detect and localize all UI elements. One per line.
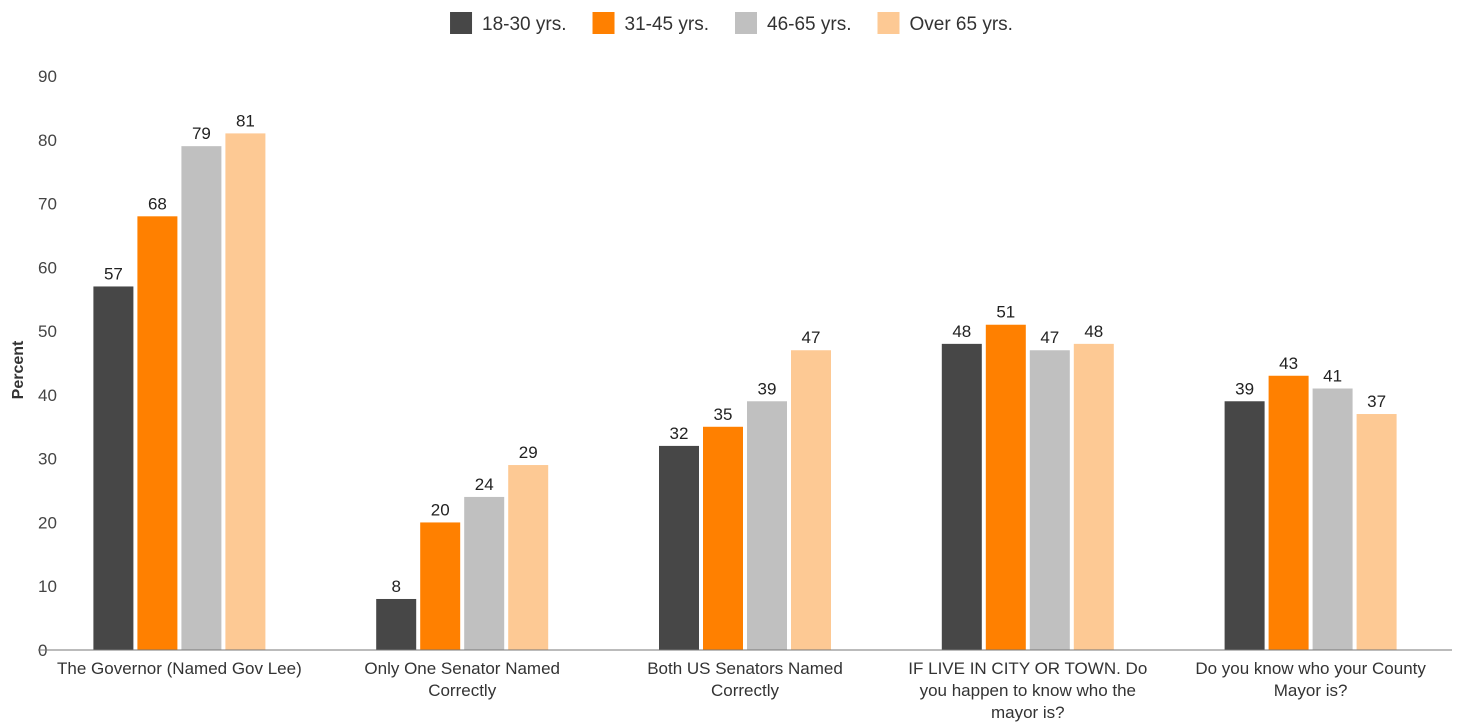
legend-item: Over 65 yrs. [877, 12, 1013, 35]
bar [464, 496, 505, 650]
data-label: 37 [1367, 392, 1386, 411]
legend-item: 31-45 yrs. [592, 12, 709, 35]
bar [941, 343, 982, 650]
bar [1268, 375, 1309, 650]
bar [703, 426, 743, 650]
y-tick-label: 90 [38, 67, 57, 86]
legend-label: 46-65 yrs. [767, 14, 851, 35]
y-tick-label: 50 [38, 322, 57, 341]
legend-swatch [877, 12, 900, 34]
x-tick-label: The Governor (Named Gov Lee) [57, 659, 302, 678]
y-tick-label: 10 [38, 577, 57, 596]
legend-swatch [592, 12, 615, 34]
y-tick-label: 40 [38, 386, 57, 405]
y-tick-label: 30 [38, 450, 57, 469]
bar [508, 465, 549, 650]
x-tick-label: Do you know who your County Mayor is? [1195, 659, 1426, 700]
bars [93, 133, 1397, 651]
bar [1073, 343, 1114, 650]
data-label: 24 [475, 475, 494, 494]
legend-item: 46-65 yrs. [735, 12, 851, 35]
y-axis-title: Percent [10, 340, 27, 399]
data-label: 47 [802, 328, 821, 347]
bar [93, 286, 134, 650]
bar [181, 146, 222, 650]
data-label: 43 [1279, 354, 1298, 373]
bar [985, 324, 1026, 650]
data-labels: 57 68 79 81 8 20 24 29 32 35 39 47 48 51 47 48 39 43 41 37 [104, 111, 1386, 596]
bar [659, 445, 699, 650]
bar [1312, 388, 1353, 650]
data-label: 79 [192, 124, 211, 143]
legend: 18-30 yrs. 31-45 yrs. 46-65 yrs. Over 65 yr… [450, 12, 1013, 35]
data-label: 20 [431, 500, 450, 519]
x-tick-label: Only One Senator Named Correctly [364, 659, 560, 700]
bar [225, 133, 266, 650]
data-label: 8 [391, 577, 400, 596]
legend-label: 18-30 yrs. [482, 14, 566, 35]
bar [747, 401, 787, 650]
y-tick-label: 70 [38, 195, 57, 214]
data-label: 51 [996, 303, 1015, 322]
y-tick-label: 60 [38, 258, 57, 277]
bar [420, 522, 461, 650]
bar [1356, 414, 1397, 650]
data-label: 41 [1323, 367, 1342, 386]
bar [791, 350, 831, 650]
legend-swatch [450, 12, 473, 34]
legend-item: 18-30 yrs. [450, 12, 567, 35]
data-label: 48 [952, 322, 971, 341]
bar [376, 598, 417, 650]
bar [1224, 401, 1265, 650]
legend-swatch [735, 12, 757, 34]
data-label: 81 [236, 111, 255, 130]
x-tick-label: Both US Senators Named Correctly [647, 659, 843, 700]
data-label: 39 [758, 379, 777, 398]
data-label: 68 [148, 194, 167, 213]
y-tick-label: 80 [38, 131, 57, 150]
data-label: 29 [519, 443, 538, 462]
x-axis: The Governor (Named Gov Lee) Only One Sen… [57, 659, 1426, 722]
data-label: 35 [714, 405, 733, 424]
data-label: 39 [1235, 379, 1254, 398]
data-label: 32 [670, 424, 689, 443]
y-tick-label: 20 [38, 513, 57, 532]
legend-label: 31-45 yrs. [625, 14, 709, 35]
bar [137, 216, 178, 651]
data-label: 47 [1040, 328, 1059, 347]
x-tick-label: IF LIVE IN CITY OR TOWN. Do you happen to… [908, 659, 1147, 722]
data-label: 57 [104, 264, 123, 283]
bar [1029, 350, 1070, 650]
legend-label: Over 65 yrs. [909, 14, 1012, 35]
data-label: 48 [1084, 322, 1103, 341]
